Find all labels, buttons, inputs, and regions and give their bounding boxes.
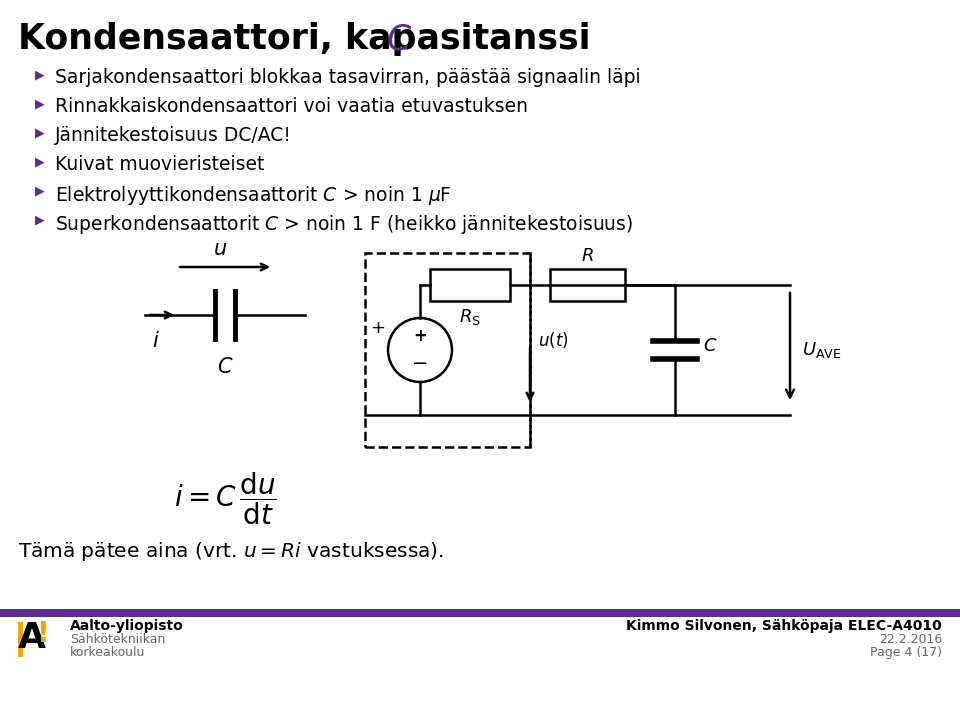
Text: Jännitekestoisuus DC/AC!: Jännitekestoisuus DC/AC!: [55, 126, 292, 145]
Text: Elektrolyyttikondensaattorit $C$ > noin 1 $\mu$F: Elektrolyyttikondensaattorit $C$ > noin …: [55, 184, 452, 207]
Bar: [550, 269, 625, 301]
Text: +: +: [371, 319, 386, 337]
Text: Kondensaattori, kapasitanssi: Kondensaattori, kapasitanssi: [18, 22, 603, 56]
Text: $C$: $C$: [703, 337, 717, 355]
Text: $U_\mathrm{AVE}$: $U_\mathrm{AVE}$: [802, 340, 842, 360]
Text: −: −: [412, 355, 428, 373]
Text: Tämä pätee aina (vrt. $u = Ri$ vastuksessa).: Tämä pätee aina (vrt. $u = Ri$ vastukses…: [18, 540, 444, 563]
Text: Page 4 (17): Page 4 (17): [870, 646, 942, 659]
Text: $u$: $u$: [213, 239, 228, 259]
Bar: [18, 622, 23, 657]
Text: Kuivat muovieristeiset: Kuivat muovieristeiset: [55, 155, 264, 174]
Text: ▶: ▶: [35, 213, 44, 226]
Text: $C$: $C$: [386, 22, 412, 56]
Text: !: !: [36, 620, 49, 648]
Text: $u(t)$: $u(t)$: [538, 330, 568, 350]
Text: $R_\mathrm{S}$: $R_\mathrm{S}$: [459, 307, 481, 327]
Text: A: A: [18, 621, 46, 655]
Text: Kimmo Silvonen, Sähköpaja ELEC-A4010: Kimmo Silvonen, Sähköpaja ELEC-A4010: [626, 619, 942, 633]
Text: ▶: ▶: [35, 68, 44, 81]
Text: Superkondensaattorit $C$ > noin 1 F (heikko jännitekestoisuus): Superkondensaattorit $C$ > noin 1 F (hei…: [55, 213, 634, 236]
Text: Sähkötekniikan: Sähkötekniikan: [70, 633, 165, 646]
Text: $i$: $i$: [152, 331, 159, 351]
Text: $i = C\,\dfrac{\mathrm{d}u}{\mathrm{d}t}$: $i = C\,\dfrac{\mathrm{d}u}{\mathrm{d}t}…: [174, 470, 276, 527]
Text: ▶: ▶: [35, 155, 44, 168]
Bar: [365, 253, 530, 447]
Text: Rinnakkaiskondensaattori voi vaatia etuvastuksen: Rinnakkaiskondensaattori voi vaatia etuv…: [55, 97, 528, 116]
Text: $R$: $R$: [581, 247, 594, 265]
Bar: [0, 609, 960, 617]
Text: ▶: ▶: [35, 126, 44, 139]
Bar: [430, 269, 510, 301]
Text: +: +: [413, 327, 427, 345]
Text: Sarjakondensaattori blokkaa tasavirran, päästää signaalin läpi: Sarjakondensaattori blokkaa tasavirran, …: [55, 68, 640, 87]
Text: korkeakoulu: korkeakoulu: [70, 646, 145, 659]
Text: ▶: ▶: [35, 184, 44, 197]
Text: Aalto-yliopisto: Aalto-yliopisto: [70, 619, 183, 633]
Text: $C$: $C$: [217, 357, 233, 377]
Text: 22.2.2016: 22.2.2016: [878, 633, 942, 646]
Text: ▶: ▶: [35, 97, 44, 110]
